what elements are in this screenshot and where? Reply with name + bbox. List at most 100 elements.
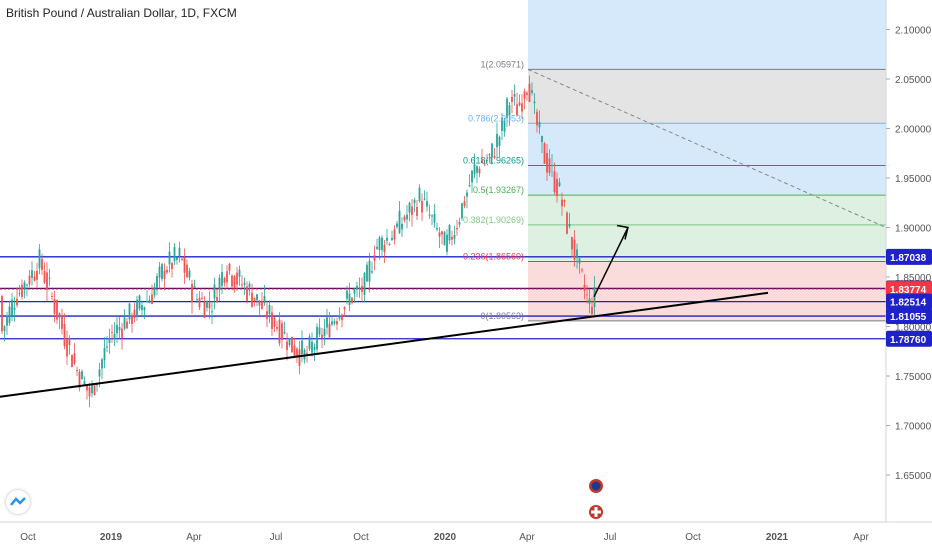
candle-body [258, 300, 261, 306]
candle-body [138, 295, 141, 309]
candle-body [378, 237, 381, 251]
candle-body [526, 92, 528, 95]
chart-title: British Pound / Australian Dollar, 1D, F… [6, 6, 237, 20]
candle-body [236, 272, 238, 285]
candle-body [593, 287, 596, 307]
time-tick-label: Oct [685, 532, 701, 543]
candle-body [351, 297, 353, 303]
candle-body [591, 306, 593, 315]
candle-body [273, 317, 276, 327]
candle-body [103, 347, 106, 361]
candle-body [531, 90, 533, 93]
candle-body [391, 237, 393, 241]
price-level-badge-label: 1.82514 [890, 298, 927, 309]
candle-body [1, 296, 3, 332]
candle-body [23, 282, 26, 290]
candle-body [583, 284, 586, 291]
candle-body [163, 270, 166, 279]
candle-body [388, 243, 391, 245]
candle-body [541, 135, 543, 142]
candle-body [516, 104, 518, 116]
candle-body [448, 225, 451, 241]
arrow-head [616, 224, 629, 240]
candle-body [11, 299, 13, 316]
uk-flag-cross [594, 507, 598, 517]
candle-body [186, 264, 188, 278]
candle-body [328, 323, 331, 338]
candle-body [146, 301, 148, 303]
candle-body [156, 276, 158, 288]
candle-body [381, 237, 383, 251]
candle-body [313, 346, 316, 350]
candle-body [288, 338, 291, 346]
target-arrow [593, 227, 629, 298]
candle-body [16, 298, 18, 306]
fib-level-label: 0.786(2.0053) [468, 113, 524, 123]
horizontal-lines [0, 256, 886, 340]
candle-body [198, 297, 201, 308]
candle-body [366, 264, 368, 282]
candle-body [71, 355, 73, 368]
candle-body [471, 170, 473, 183]
tradingview-logo-icon[interactable] [6, 490, 30, 514]
candle-body [418, 187, 421, 201]
candle-body [211, 311, 213, 313]
candle-body [336, 321, 338, 325]
candle-body [463, 201, 466, 207]
candle-body [308, 336, 311, 349]
support-trendline [0, 291, 769, 398]
candle-body [576, 249, 578, 258]
candle-body [136, 299, 138, 316]
candle-body [503, 120, 506, 132]
candle-body [501, 117, 503, 131]
candle-body [3, 326, 6, 332]
candle-body [393, 229, 396, 240]
time-tick-label: 2021 [766, 532, 789, 543]
candle-body [466, 192, 468, 197]
candle-body [306, 352, 308, 354]
candle-body [383, 244, 386, 253]
candle-body [263, 295, 266, 304]
candle-body [108, 337, 111, 343]
candle-body [53, 299, 56, 314]
candle-body [423, 198, 426, 200]
candle-body [496, 133, 498, 148]
candle-body [51, 296, 53, 298]
price-tick-label: 1.95000 [895, 174, 932, 185]
candle-body [438, 232, 441, 237]
fib-level-label: 0(1.80563) [480, 311, 524, 321]
time-tick-label: 2019 [100, 532, 123, 543]
candle-body [543, 143, 546, 164]
candle-body [111, 332, 113, 334]
fib-level-label: 0.382(1.90269) [463, 215, 524, 225]
candle-body [226, 271, 228, 283]
candle-body [433, 213, 436, 223]
price-tick-label: 2.00000 [895, 125, 932, 136]
price-level-badge [886, 281, 932, 298]
candle-body [216, 297, 218, 303]
candle-body [528, 83, 531, 102]
candle-body [368, 260, 371, 282]
candle-body [353, 289, 356, 294]
candle-body [511, 96, 513, 102]
candle-body [33, 276, 36, 281]
candle-body [151, 294, 153, 304]
fib-level-label: 1(2.05971) [480, 59, 524, 69]
candle-body [506, 98, 508, 118]
fib-level-label: 0.618(1.96265) [463, 155, 524, 165]
candle-body [298, 349, 301, 366]
candle-body [486, 159, 488, 161]
candle-body [461, 203, 463, 219]
candle-body [558, 182, 561, 187]
candle-body [223, 278, 226, 283]
projection-dashed-line [527, 68, 887, 228]
candle-body [98, 369, 101, 377]
price-level-badge [886, 308, 932, 325]
candle-body [356, 285, 358, 290]
candle-body [106, 346, 108, 348]
candle-body [121, 328, 123, 338]
candle-body [416, 206, 418, 216]
candle-body [331, 321, 333, 325]
candle-body [561, 199, 563, 207]
candle-body [201, 297, 203, 299]
